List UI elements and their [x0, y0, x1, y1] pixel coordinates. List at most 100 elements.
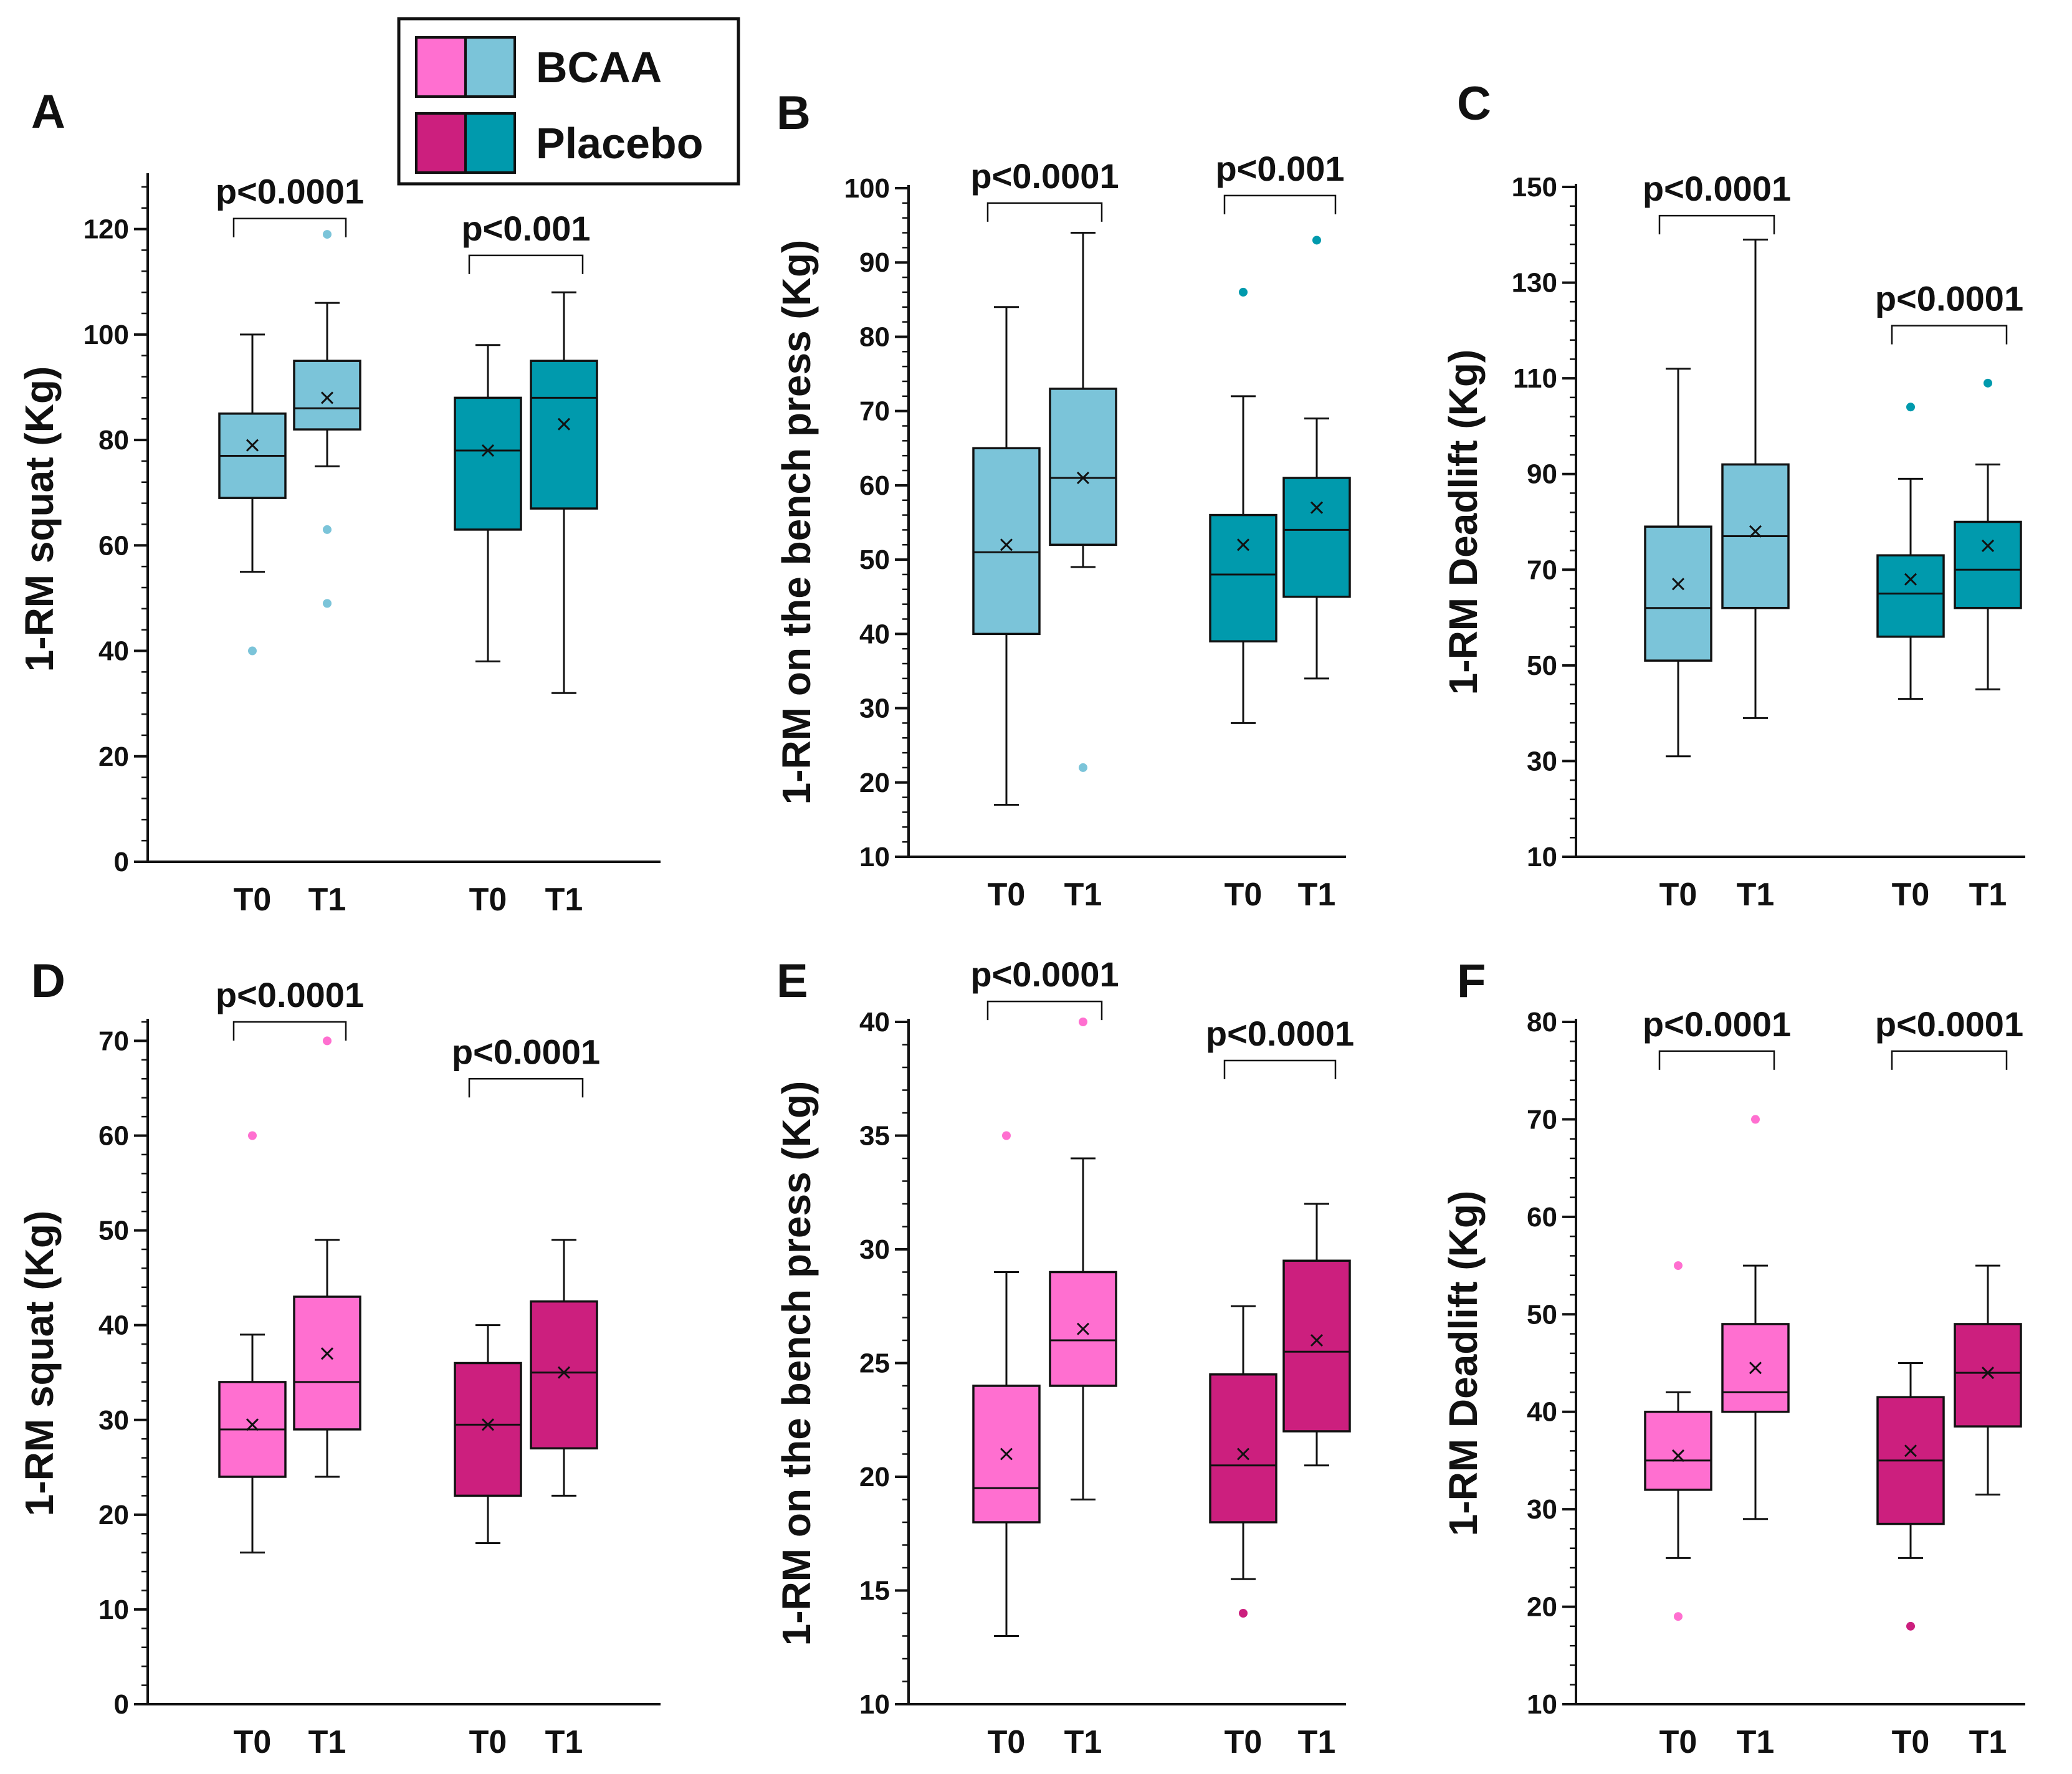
x-category-label: T1: [308, 882, 346, 918]
outlier-point: [1239, 287, 1248, 297]
iqr-box: [972, 447, 1041, 636]
y-axis-title: 1-RM on the bench press (Kg): [774, 240, 819, 805]
significance-bracket: [1658, 1050, 1775, 1070]
box-t1-placebo: [530, 1239, 598, 1497]
y-axis-title: 1-RM Deadlift (Kg): [1441, 350, 1486, 695]
y-tick-label: 20: [1527, 1592, 1557, 1623]
x-category-label: T0: [469, 882, 507, 918]
iqr-box: [293, 360, 361, 431]
panel-letter: E: [776, 955, 808, 1008]
y-tick-label: 0: [114, 847, 129, 877]
y-tick-label: 130: [1512, 268, 1557, 298]
y-tick-label: 90: [1527, 459, 1557, 490]
x-category-label: T0: [988, 1724, 1026, 1760]
p-value-label: p<0.0001: [1643, 169, 1791, 208]
mean-marker: [1981, 539, 1995, 552]
outlier-point: [1751, 1115, 1760, 1124]
x-category-label: T1: [1737, 877, 1775, 913]
y-tick-label: 40: [98, 1310, 129, 1341]
x-category-label: T0: [469, 1724, 507, 1760]
p-value-label: p<0.0001: [970, 955, 1119, 994]
outlier-point: [1079, 1018, 1087, 1026]
significance-bracket: [1891, 1050, 2008, 1070]
p-value-label: p<0.0001: [1875, 279, 2023, 318]
significance-bracket: [1223, 1059, 1337, 1080]
box-t0-bcaa: [1644, 368, 1712, 758]
iqr-box: [1209, 1373, 1277, 1524]
y-tick-label: 50: [98, 1216, 129, 1246]
iqr-box: [530, 360, 598, 510]
iqr-box: [1282, 1259, 1351, 1433]
iqr-box: [293, 1295, 361, 1431]
mean-marker: [1076, 471, 1090, 485]
iqr-box: [1209, 513, 1277, 643]
mean-marker: [246, 1418, 259, 1431]
box-t1-bcaa: [293, 230, 361, 608]
panel-letter: B: [776, 87, 811, 140]
box-t1-placebo: [530, 291, 598, 694]
y-tick-label: 80: [859, 322, 890, 352]
y-tick-label: 30: [859, 694, 890, 724]
box-t1-bcaa: [1721, 238, 1790, 719]
outlier-point: [1674, 1261, 1683, 1271]
mean-marker: [481, 1418, 495, 1431]
box-t1-placebo: [1282, 236, 1351, 680]
significance-bracket: [468, 254, 584, 274]
y-tick-label: 35: [859, 1121, 890, 1152]
outlier-point: [1312, 236, 1321, 245]
outlier-point: [1674, 1612, 1683, 1621]
panel-letter: D: [31, 955, 65, 1008]
x-category-label: T0: [1225, 877, 1263, 913]
mean-marker: [320, 1347, 334, 1360]
p-value-label: p<0.001: [1215, 149, 1344, 188]
box-t0-placebo: [454, 344, 522, 662]
y-tick-label: 40: [859, 619, 890, 649]
box-t0-bcaa: [218, 333, 287, 656]
panel-letter: A: [31, 85, 65, 138]
box-t0-placebo: [1209, 1305, 1277, 1618]
y-tick-label: 110: [1513, 363, 1557, 394]
mean-marker: [1981, 1366, 1995, 1380]
outlier-point: [1002, 1131, 1011, 1140]
outlier-point: [1079, 763, 1087, 772]
significance-bracket: [232, 217, 347, 237]
outlier-point: [323, 1036, 332, 1046]
significance-bracket: [1223, 194, 1337, 214]
significance-bracket: [986, 202, 1103, 222]
y-tick-label: 100: [84, 320, 129, 350]
box-t1-bcaa: [1049, 232, 1117, 772]
y-tick-label: 20: [98, 1500, 129, 1530]
y-tick-label: 30: [1527, 746, 1557, 776]
iqr-box: [454, 1361, 522, 1497]
outlier-point: [323, 230, 332, 239]
y-tick-label: 80: [98, 425, 129, 455]
box-t1-placebo: [1954, 378, 2022, 690]
y-tick-label: 0: [114, 1689, 129, 1720]
y-tick-label: 20: [859, 1462, 890, 1492]
iqr-box: [1049, 388, 1117, 546]
iqr-box: [530, 1300, 598, 1450]
mean-marker: [1076, 1322, 1090, 1335]
mean-marker: [1671, 1449, 1685, 1462]
x-category-label: T1: [1969, 877, 2007, 913]
y-tick-label: 10: [1527, 1689, 1557, 1720]
significance-bracket: [468, 1078, 584, 1098]
y-axis-title: 1-RM squat (Kg): [17, 366, 62, 672]
p-value-label: p<0.0001: [216, 975, 364, 1014]
y-tick-label: 150: [1512, 172, 1557, 203]
y-tick-label: 10: [1527, 842, 1557, 872]
outlier-point: [323, 599, 332, 608]
outlier-point: [323, 525, 332, 534]
x-category-label: T1: [545, 1724, 583, 1760]
y-tick-label: 50: [1527, 1299, 1557, 1330]
box-t0-bcaa: [218, 1131, 287, 1554]
mean-marker: [1310, 1333, 1324, 1347]
panel-c: C 1-RM Deadlift (Kg) 10 30 50 70 90 110 130 150 T0…: [1441, 77, 2025, 913]
x-category-label: T0: [234, 882, 272, 918]
legend-label: BCAA: [536, 43, 662, 92]
y-tick-label: 60: [1527, 1202, 1557, 1233]
y-tick-label: 50: [1527, 651, 1557, 681]
box-t0-bcaa: [972, 1131, 1041, 1637]
mean-marker: [320, 391, 334, 404]
